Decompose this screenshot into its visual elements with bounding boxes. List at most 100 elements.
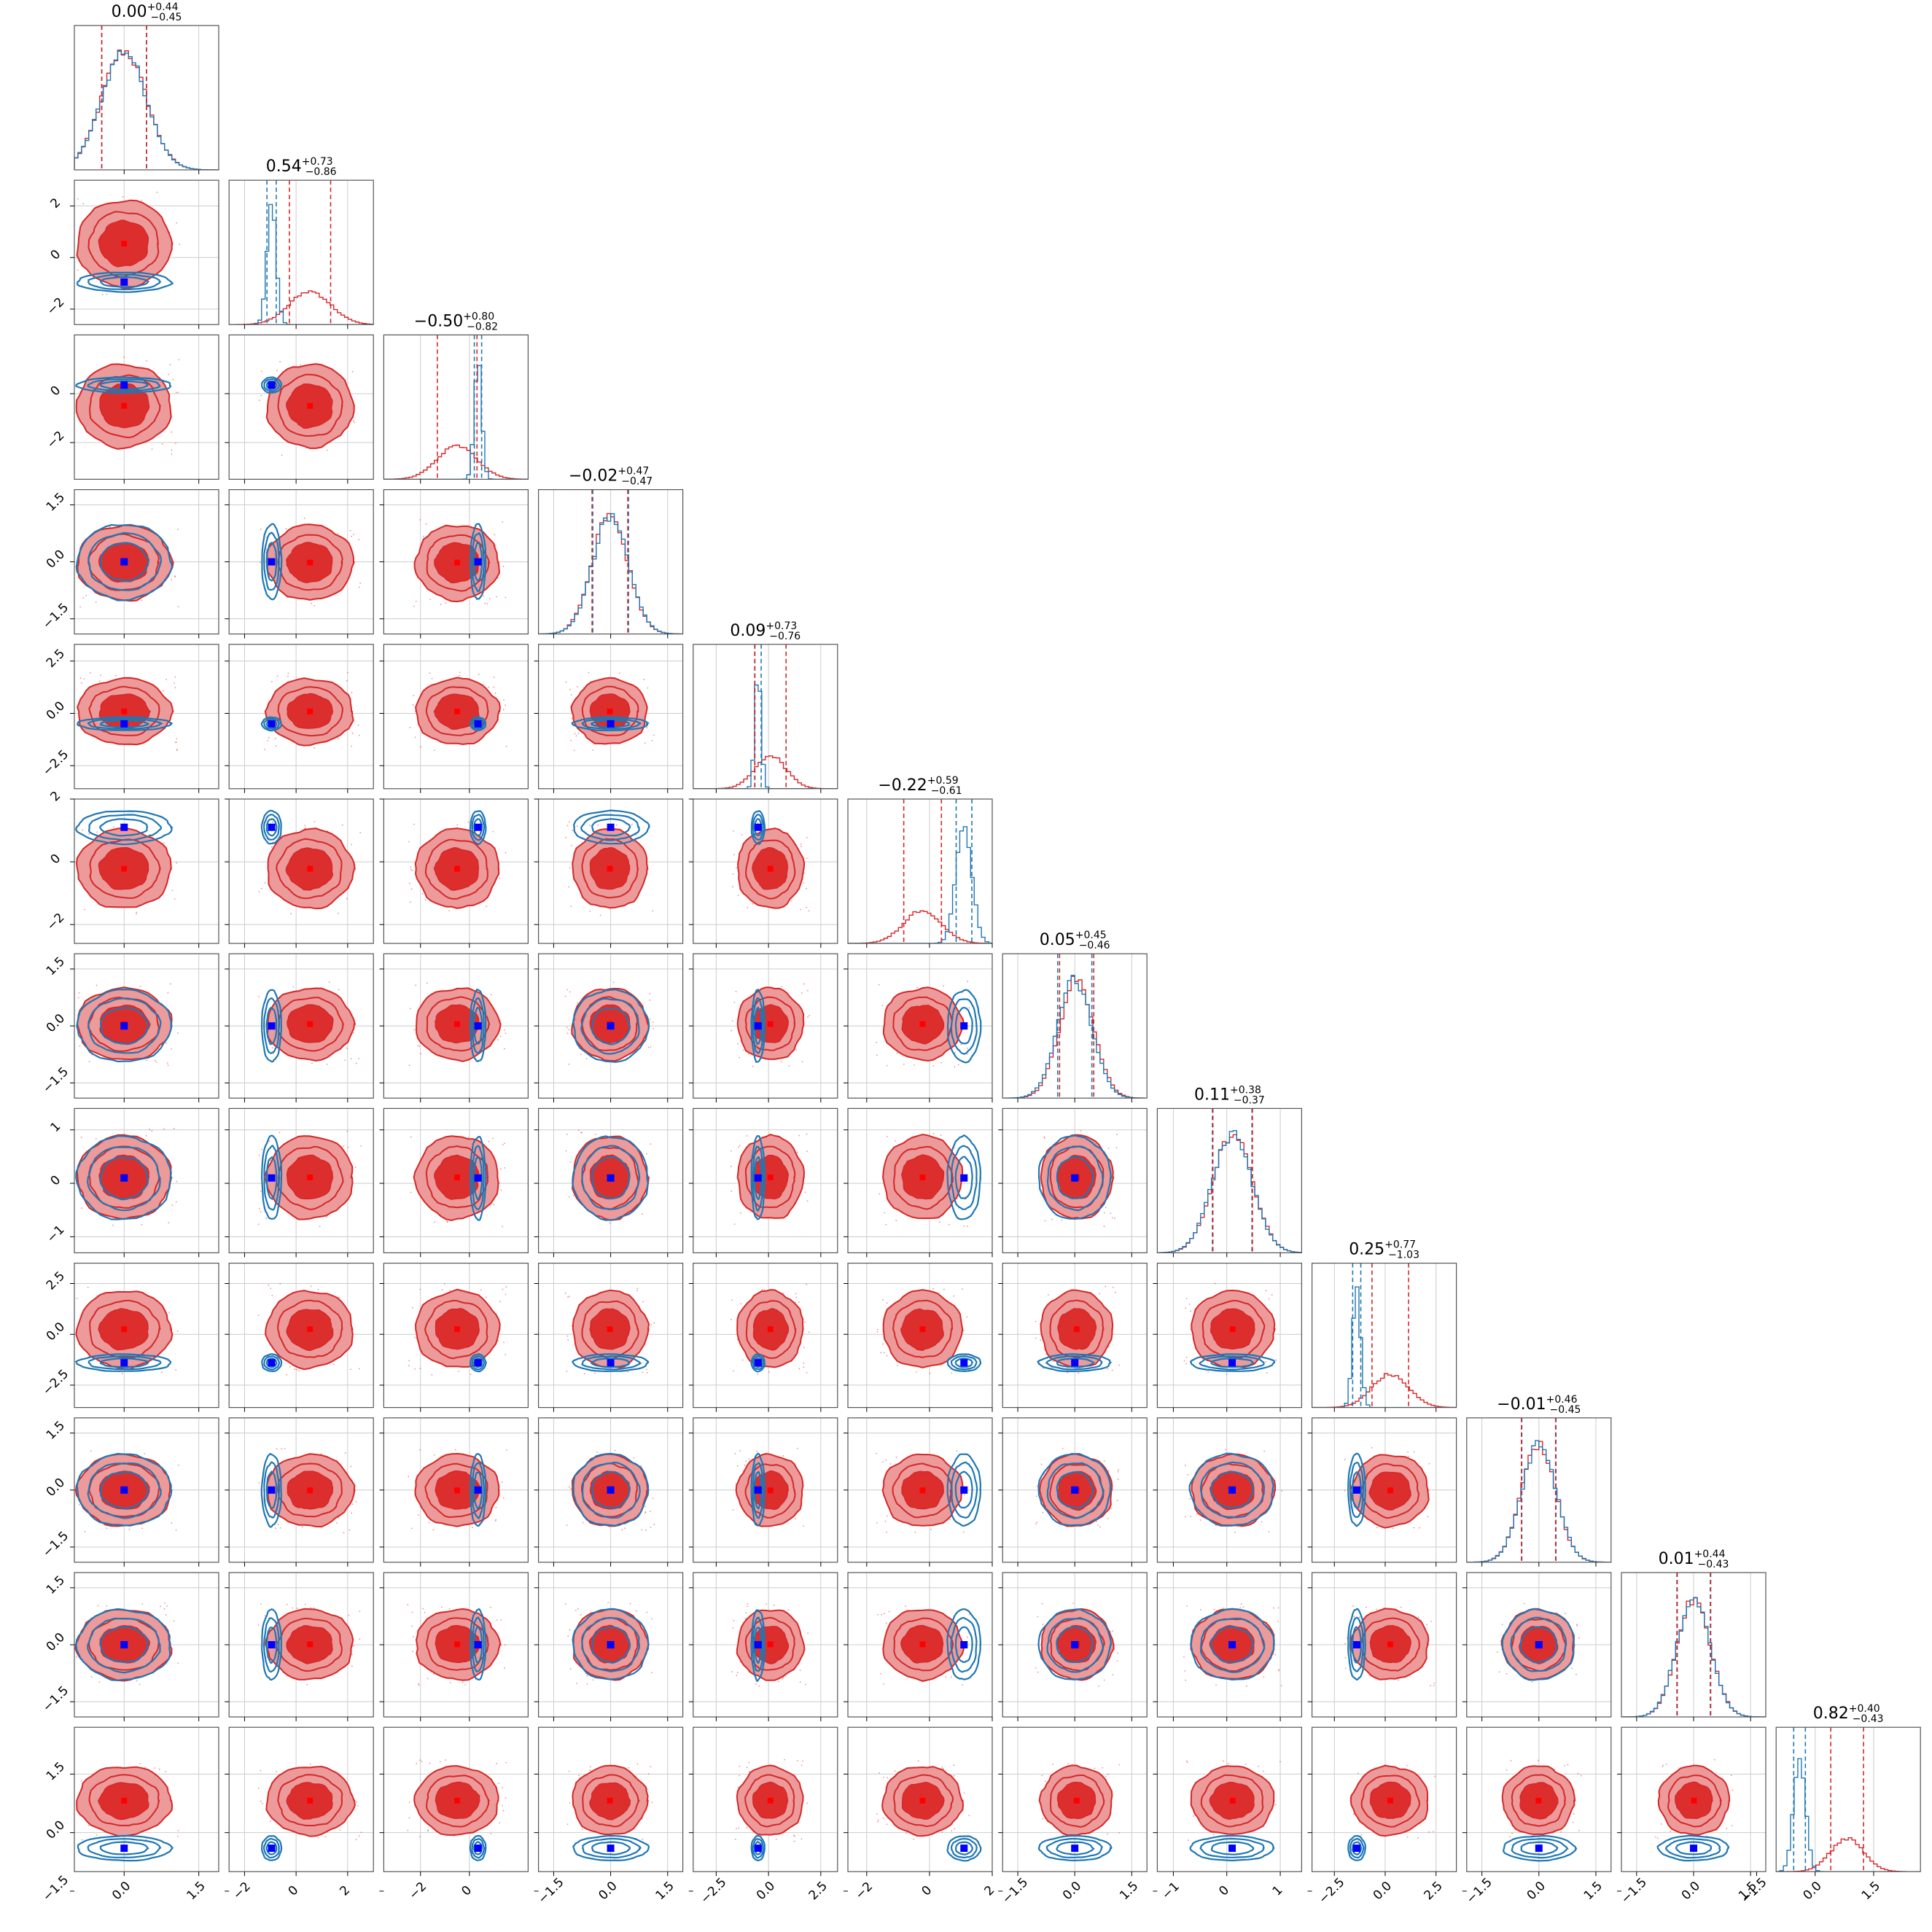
blue-contour-outer [260, 1452, 282, 1528]
sample-point [914, 1531, 916, 1533]
histogram-panel [228, 179, 374, 330]
red-median-marker [767, 1021, 774, 1027]
sample-point [431, 677, 433, 679]
sample-point [87, 1824, 90, 1826]
sample-point [90, 672, 91, 674]
sample-point [1225, 1449, 1227, 1451]
sample-point [503, 1048, 505, 1050]
sample-point [644, 1529, 647, 1531]
blue-contour-outer [571, 716, 650, 732]
sample-point [422, 535, 424, 537]
blue-contour-outer [946, 1608, 982, 1680]
blue-median-marker [754, 1174, 762, 1182]
sample-point [736, 1465, 739, 1467]
sample-point [359, 1638, 361, 1640]
sample-point [599, 914, 601, 916]
sample-point [420, 746, 422, 748]
red-median-marker [121, 865, 128, 872]
sample-point [496, 596, 497, 598]
sample-point [636, 1290, 639, 1292]
sample-point [1199, 1519, 1201, 1521]
sample-point [641, 1213, 643, 1215]
sample-point [795, 1048, 797, 1051]
sample-point [883, 1683, 885, 1685]
sample-point [612, 981, 615, 983]
blue-median-marker [268, 823, 276, 831]
blue-contour-inner [590, 720, 631, 728]
blue-median-marker [1071, 1174, 1079, 1182]
contour-panel [844, 1572, 993, 1721]
sample-point [766, 1602, 768, 1605]
sample-point [163, 1128, 165, 1130]
sample-point [1223, 1760, 1224, 1762]
x-tick-label: 2.5 [806, 1879, 830, 1903]
sample-point [432, 1673, 435, 1675]
sample-point [489, 598, 491, 599]
blue-contour-inner [265, 1471, 278, 1509]
sample-point [731, 1020, 733, 1022]
sample-point [809, 1014, 811, 1016]
sample-point [311, 1062, 313, 1064]
sample-point [566, 825, 569, 827]
sample-point [351, 1654, 353, 1656]
sample-point [1041, 1775, 1043, 1777]
sample-point [1061, 1219, 1063, 1221]
sample-point [735, 990, 737, 992]
sample-point [358, 539, 360, 541]
red-median-marker [307, 559, 313, 566]
y-tick-label: 2.5 [44, 1269, 68, 1293]
blue-median-marker [1071, 1845, 1079, 1853]
sample-point [1037, 1616, 1039, 1618]
sample-point [260, 1191, 262, 1192]
sample-point [733, 830, 734, 832]
sample-point [163, 1608, 165, 1610]
sample-point [1187, 1473, 1189, 1476]
red-median-marker [307, 1326, 313, 1333]
blue-contour-inner [473, 818, 483, 836]
red-median-marker [454, 1487, 461, 1494]
sample-point [264, 881, 266, 884]
sample-point [274, 738, 276, 739]
x-tick-label: −1.5 [1000, 1875, 1031, 1906]
sample-point [1184, 1464, 1186, 1466]
sample-point [467, 1137, 470, 1139]
sample-point [1428, 1831, 1430, 1833]
sample-point [615, 824, 618, 826]
sample-point [427, 1829, 429, 1831]
sample-point [502, 1226, 504, 1228]
sample-point [1433, 1682, 1436, 1684]
sample-point [1234, 1531, 1236, 1533]
panel-frame [228, 1107, 374, 1254]
sample-point [734, 1452, 736, 1454]
blue-contour-middle [262, 1617, 280, 1673]
contour-panel: 0.0 1.5−1.50.01.5 [40, 1726, 219, 1904]
sample-point [279, 361, 281, 363]
sample-point [578, 1775, 580, 1777]
sample-point [359, 832, 362, 834]
sample-point [967, 1047, 969, 1049]
sample-point [1044, 1220, 1046, 1222]
blue-median-marker [120, 823, 128, 831]
blue-contour-middle [1511, 1837, 1569, 1859]
sample-point [1275, 1359, 1277, 1361]
sample-point [68, 1368, 69, 1369]
contour-panel [998, 1572, 1148, 1721]
sample-point [485, 1296, 487, 1298]
sample-point [258, 1482, 260, 1484]
sample-point [346, 671, 348, 674]
sample-point [1352, 1605, 1355, 1607]
sample-point [1072, 1602, 1075, 1604]
x-tick-label: 0.0 [1060, 1879, 1084, 1903]
y-tick-label: −1.5 [40, 1683, 71, 1715]
sample-point [414, 1368, 416, 1370]
sample-point [356, 1801, 358, 1803]
blue-median-marker [474, 720, 482, 728]
blue-median-marker [754, 1641, 762, 1648]
red-median-marker [607, 708, 613, 714]
blue-contour-middle [263, 717, 280, 730]
sample-point [82, 829, 84, 831]
red-median-marker [307, 1797, 313, 1804]
sample-point [429, 672, 431, 674]
sample-point [326, 1216, 328, 1218]
blue-contour-middle [581, 1617, 641, 1672]
